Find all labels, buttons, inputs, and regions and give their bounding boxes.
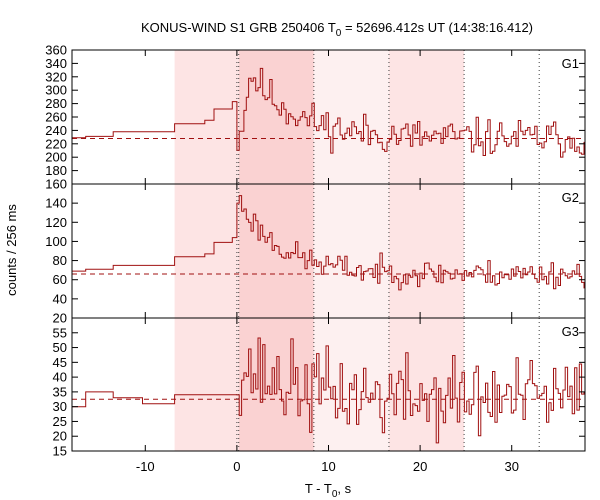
x-tick-label: 0 xyxy=(233,459,240,474)
y-tick-label: 220 xyxy=(45,136,67,151)
y-tick-label: 340 xyxy=(45,56,67,71)
y-tick-label: 320 xyxy=(45,69,67,84)
panels-group: 160180200220240260280300320340360G120406… xyxy=(45,43,586,474)
y-tick-label: 80 xyxy=(53,253,67,268)
light-curve-g3 xyxy=(72,337,585,444)
shaded-interval-2 xyxy=(238,184,314,318)
shaded-interval-1 xyxy=(174,318,239,451)
y-tick-label: 60 xyxy=(53,272,67,287)
panel-g2: 20 40 60 80 100 120 140 G2 xyxy=(45,183,586,326)
y-axis-title: counts / 256 ms xyxy=(4,204,19,296)
chart-title-suffix: = 52696.412s UT (14:38:16.412) xyxy=(341,20,533,35)
x-axis-title-prefix: T - T xyxy=(305,481,332,496)
y-tick-label: 240 xyxy=(45,123,67,138)
panel-label-g3: G3 xyxy=(562,324,579,339)
light-curve-g1 xyxy=(72,67,585,158)
shaded-interval-1 xyxy=(174,50,239,184)
y-tick-label: 15 xyxy=(53,444,67,459)
y-tick-label: 50 xyxy=(53,340,67,355)
y-tick-label: 280 xyxy=(45,96,67,111)
y-tick-label: 200 xyxy=(45,150,67,165)
y-tick-label: 25 xyxy=(53,414,67,429)
x-axis-title-suffix: , s xyxy=(337,481,351,496)
shaded-interval-4 xyxy=(388,318,465,451)
y-tick-label: 100 xyxy=(45,234,67,249)
x-tick-label: 20 xyxy=(413,459,427,474)
x-tick-label: 30 xyxy=(504,459,518,474)
shaded-interval-4 xyxy=(388,50,465,184)
x-axis-title: T - T0, s xyxy=(305,481,352,500)
y-tick-label: 20 xyxy=(53,311,67,326)
y-tick-label: 20 xyxy=(53,429,67,444)
y-tick-label: 55 xyxy=(53,325,67,340)
chart-title-subscript: 0 xyxy=(336,28,342,39)
shaded-interval-4 xyxy=(388,184,465,318)
chart-title-prefix: KONUS-WIND S1 GRB 250406 T xyxy=(141,20,336,35)
y-tick-label: 140 xyxy=(45,196,67,211)
shaded-interval-3 xyxy=(313,50,389,184)
y-tick-label: 300 xyxy=(45,83,67,98)
y-tick-label: 180 xyxy=(45,163,67,178)
x-tick-label: 10 xyxy=(321,459,335,474)
y-tick-label: 30 xyxy=(53,399,67,414)
y-tick-label: 120 xyxy=(45,215,67,230)
x-tick-label: -10 xyxy=(136,459,155,474)
shaded-interval-2 xyxy=(238,318,314,451)
panel-label-g1: G1 xyxy=(562,56,579,71)
y-tick-label: 40 xyxy=(53,291,67,306)
y-tick-label: 40 xyxy=(53,370,67,385)
shaded-interval-3 xyxy=(313,184,389,318)
y-tick-label: 45 xyxy=(53,355,67,370)
y-tick-label: 360 xyxy=(45,43,67,58)
x-axis-title-subscript: 0 xyxy=(332,489,338,500)
chart-title: KONUS-WIND S1 GRB 250406 T0 = 52696.412s… xyxy=(141,20,533,39)
y-tick-label: 160 xyxy=(45,177,67,192)
panel-label-g2: G2 xyxy=(562,190,579,205)
y-tick-label: 35 xyxy=(53,384,67,399)
y-tick-label: 260 xyxy=(45,110,67,125)
shaded-interval-1 xyxy=(174,184,239,318)
light-curve-g2 xyxy=(72,195,585,291)
